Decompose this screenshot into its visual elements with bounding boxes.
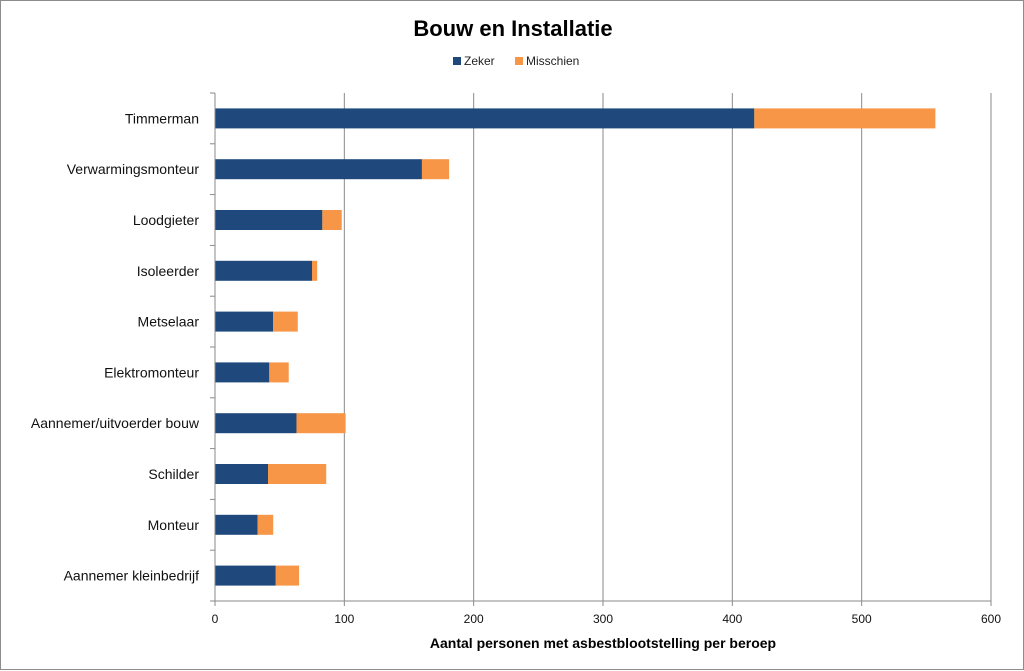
legend-label-zeker: Zeker [464,54,495,68]
category-label: Metselaar [138,314,200,330]
bar-zeker-1 [215,159,422,180]
x-tick-label: 500 [852,612,872,626]
gridlines [343,93,992,601]
bar-zeker-5 [215,362,270,383]
bar-zeker-3 [215,260,312,281]
category-label: Timmerman [125,110,199,126]
x-axis-title: Aantal personen met asbestblootstelling … [430,635,776,651]
category-label: Elektromonteur [104,364,199,380]
tick-labels: 0 100 200 300 400 500 600 [212,612,1002,626]
bar-misschien-2 [322,210,342,230]
bar-misschien-5 [269,362,289,383]
bar-misschien-9 [275,565,300,586]
bars [215,108,936,586]
bar-misschien-1 [421,159,450,180]
x-tick-label: 0 [212,612,219,626]
category-labels: Timmerman Verwarmingsmonteur Loodgieter Iso… [31,110,200,583]
category-label: Verwarmingsmonteur [67,161,200,177]
legend-swatch-misschien [515,57,523,65]
axes [210,92,992,606]
bar-misschien-0 [754,108,936,129]
bar-zeker-6 [215,413,297,434]
bar-zeker-0 [215,108,755,129]
x-tick-label: 400 [722,612,742,626]
category-label: Isoleerder [137,263,200,279]
category-label: Monteur [148,517,200,533]
bar-zeker-9 [215,565,276,586]
bar-misschien-7 [268,464,327,484]
bar-misschien-8 [257,514,274,535]
x-tick-label: 200 [464,612,484,626]
bar-misschien-6 [296,413,346,434]
bar-zeker-4 [215,311,274,332]
bar-misschien-4 [273,311,298,332]
category-label: Aannemer kleinbedrijf [64,568,200,584]
bar-zeker-2 [215,210,323,230]
x-tick-label: 100 [334,612,354,626]
chart-title: Bouw en Installatie [413,16,612,41]
bar-misschien-3 [312,260,318,281]
legend-swatch-zeker [453,57,461,65]
x-tick-label: 300 [593,612,613,626]
legend-label-misschien: Misschien [526,54,579,68]
category-label: Loodgieter [133,212,200,228]
category-label: Schilder [148,466,199,482]
legend: Zeker Misschien [453,54,579,68]
x-tick-label: 600 [981,612,1001,626]
bar-zeker-8 [215,514,258,535]
category-label: Aannemer/uitvoerder bouw [31,415,200,431]
bar-zeker-7 [215,464,269,484]
